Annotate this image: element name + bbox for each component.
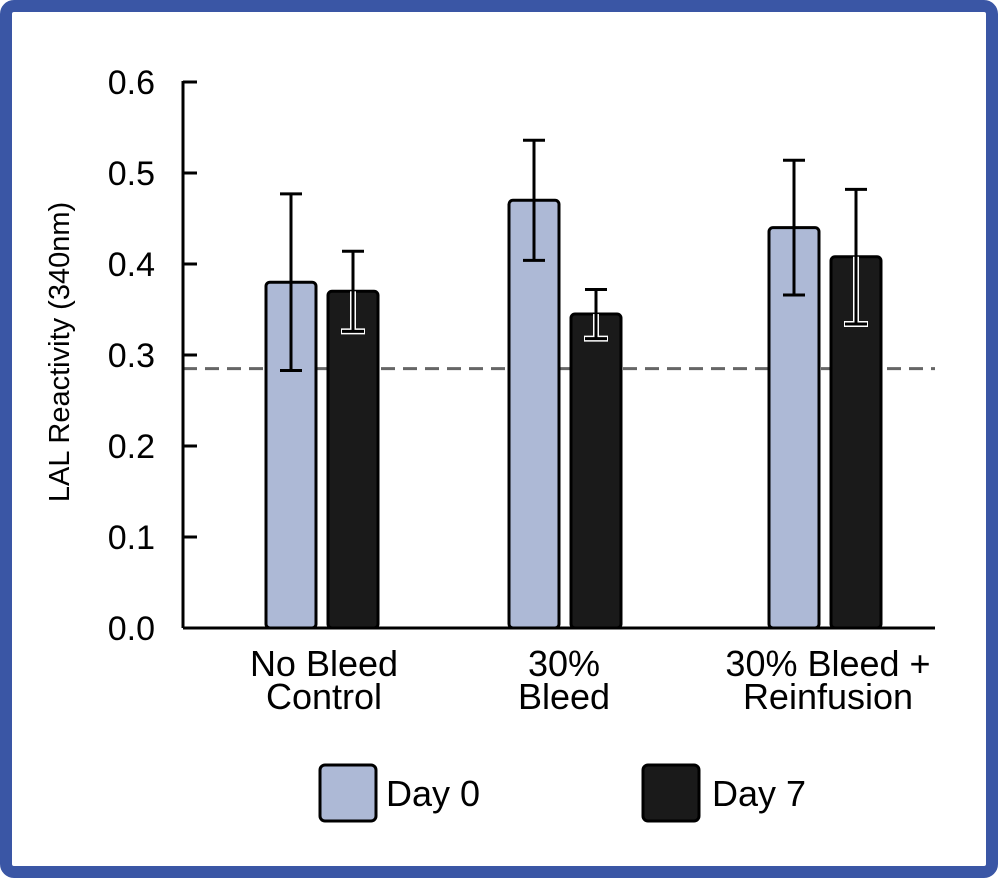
- legend-item-day7: Day 7: [641, 763, 806, 823]
- y-tick-label: 0.2: [108, 428, 155, 466]
- x-category-label: No Bleed Control: [250, 643, 398, 717]
- error-bar-day0-group-1: [523, 138, 545, 262]
- y-axis-title: LAL Reactivity (340nm): [44, 202, 76, 502]
- x-category-label: 30% Bleed: [518, 643, 610, 717]
- x-category-label: 30% Bleed + Reinfusion: [725, 643, 930, 717]
- bar-day7-group-0: [326, 289, 380, 630]
- y-tick-label: 0.4: [108, 246, 155, 284]
- legend-label: Day 0: [386, 773, 480, 814]
- bar-day7-group-1: [569, 312, 623, 630]
- error-bar-day7-group-0: [341, 249, 365, 335]
- error-bar-day0-group-2: [783, 158, 805, 297]
- y-tick-label: 0.3: [108, 337, 155, 375]
- legend-swatch: [641, 763, 701, 823]
- y-tick-label: 0.0: [108, 610, 155, 648]
- legend: Day 0 Day 7: [318, 763, 806, 823]
- y-tick-label: 0.5: [108, 155, 155, 193]
- bar-chart: 0.0 0.1 0.2 0.3 0.4 0.5 0.6 No Bleed Control 30%…: [44, 64, 935, 823]
- y-tick-label: 0.1: [108, 519, 155, 557]
- error-bar-day0-group-0: [280, 192, 302, 372]
- error-bar-day7-group-2: [844, 187, 868, 328]
- legend-label: Day 7: [712, 773, 806, 814]
- error-bar-day7-group-1: [584, 287, 608, 342]
- y-tick-label: 0.6: [108, 64, 155, 102]
- legend-item-day0: Day 0: [318, 763, 480, 823]
- legend-swatch: [318, 763, 378, 823]
- bar-day0-group-1: [507, 198, 561, 630]
